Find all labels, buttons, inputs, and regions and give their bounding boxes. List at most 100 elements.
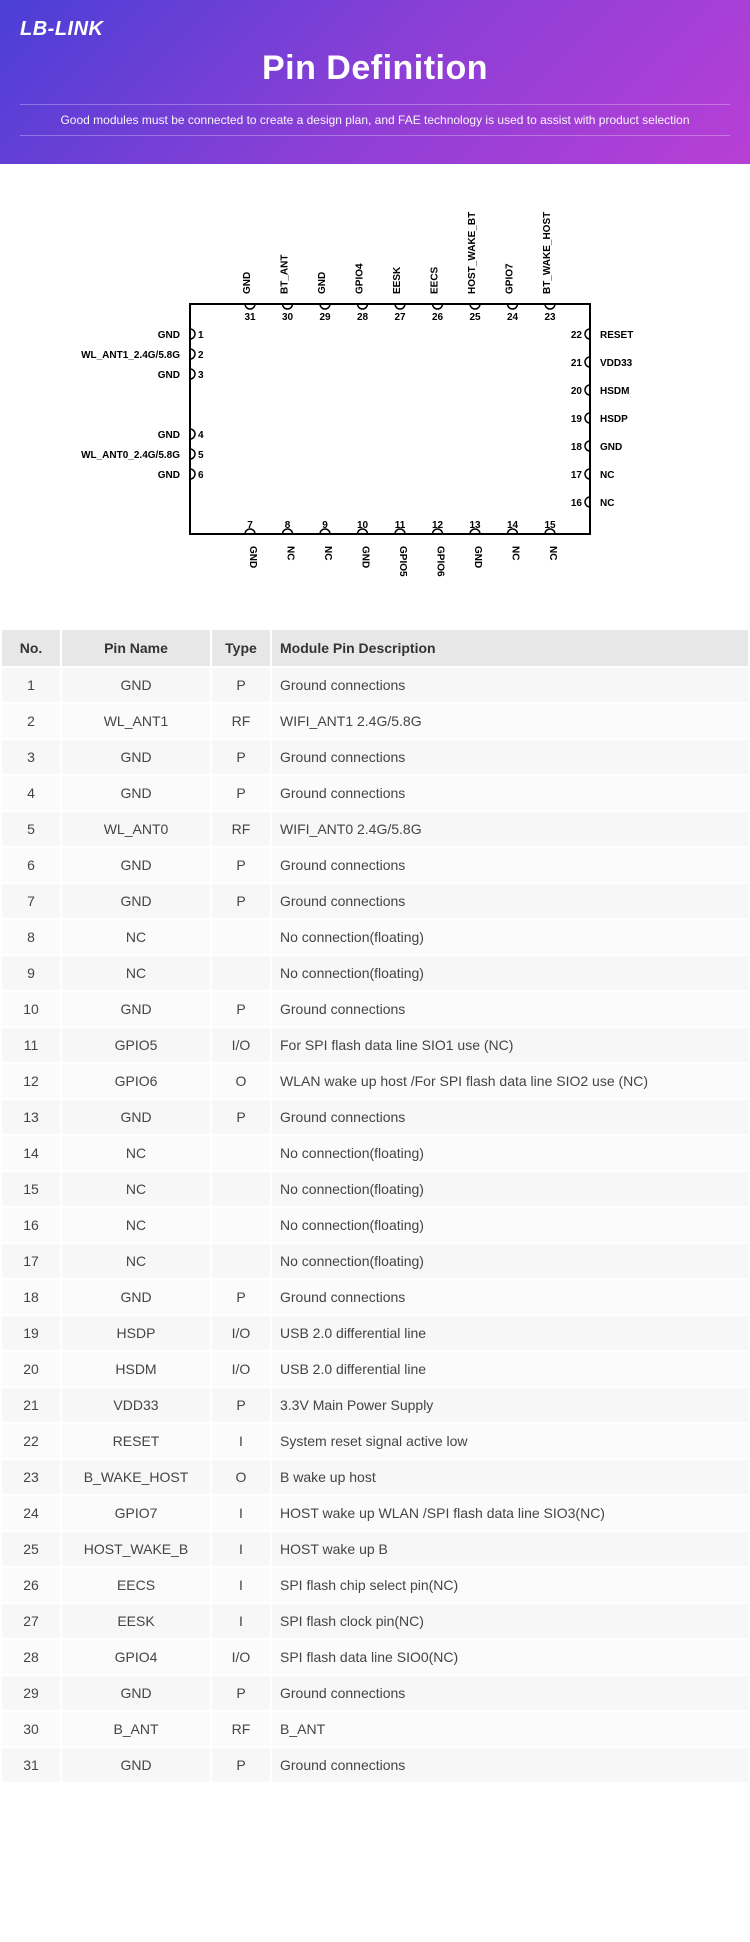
- svg-text:6: 6: [198, 470, 204, 481]
- table-row: 14NCNo connection(floating): [1, 1135, 749, 1171]
- cell-type: P: [211, 1099, 271, 1135]
- svg-text:25: 25: [469, 312, 481, 323]
- svg-text:18: 18: [571, 442, 583, 453]
- page-subtitle: Good modules must be connected to create…: [20, 104, 730, 136]
- svg-text:GND: GND: [472, 546, 483, 568]
- table-row: 30B_ANTRFB_ANT: [1, 1711, 749, 1747]
- cell-name: NC: [61, 1243, 211, 1279]
- table-row: 24GPIO7IHOST wake up WLAN /SPI flash dat…: [1, 1495, 749, 1531]
- cell-desc: WLAN wake up host /For SPI flash data li…: [271, 1063, 749, 1099]
- cell-no: 28: [1, 1639, 61, 1675]
- svg-text:GND: GND: [158, 330, 180, 341]
- table-row: 27EESKISPI flash clock pin(NC): [1, 1603, 749, 1639]
- cell-no: 20: [1, 1351, 61, 1387]
- svg-text:10: 10: [357, 520, 369, 531]
- cell-desc: Ground connections: [271, 991, 749, 1027]
- cell-desc: B wake up host: [271, 1459, 749, 1495]
- svg-text:NC: NC: [600, 470, 614, 481]
- svg-text:29: 29: [319, 312, 331, 323]
- cell-type: P: [211, 775, 271, 811]
- cell-desc: WIFI_ANT0 2.4G/5.8G: [271, 811, 749, 847]
- cell-no: 21: [1, 1387, 61, 1423]
- cell-desc: 3.3V Main Power Supply: [271, 1387, 749, 1423]
- cell-no: 10: [1, 991, 61, 1027]
- svg-text:HSDP: HSDP: [600, 414, 628, 425]
- cell-desc: Ground connections: [271, 667, 749, 703]
- cell-no: 4: [1, 775, 61, 811]
- cell-desc: For SPI flash data line SIO1 use (NC): [271, 1027, 749, 1063]
- table-row: 31GNDPGround connections: [1, 1747, 749, 1783]
- cell-desc: Ground connections: [271, 739, 749, 775]
- svg-text:GND: GND: [600, 442, 622, 453]
- cell-name: B_ANT: [61, 1711, 211, 1747]
- svg-text:RESET: RESET: [600, 330, 633, 341]
- table-row: 23B_WAKE_HOSTOB wake up host: [1, 1459, 749, 1495]
- cell-type: RF: [211, 1711, 271, 1747]
- table-row: 28GPIO4I/OSPI flash data line SIO0(NC): [1, 1639, 749, 1675]
- cell-type: I: [211, 1495, 271, 1531]
- col-desc-header: Module Pin Description: [271, 629, 749, 667]
- table-row: 20HSDMI/OUSB 2.0 differential line: [1, 1351, 749, 1387]
- cell-name: NC: [61, 955, 211, 991]
- table-row: 12GPIO6OWLAN wake up host /For SPI flash…: [1, 1063, 749, 1099]
- cell-no: 9: [1, 955, 61, 991]
- cell-name: NC: [61, 1171, 211, 1207]
- svg-text:GND: GND: [317, 272, 328, 294]
- svg-text:HOST_WAKE_BT: HOST_WAKE_BT: [467, 212, 478, 294]
- cell-type: P: [211, 739, 271, 775]
- table-row: 3GNDPGround connections: [1, 739, 749, 775]
- cell-desc: No connection(floating): [271, 1243, 749, 1279]
- cell-desc: HOST wake up WLAN /SPI flash data line S…: [271, 1495, 749, 1531]
- pin-definition-table: No. Pin Name Type Module Pin Description…: [0, 628, 750, 1784]
- svg-text:1: 1: [198, 330, 204, 341]
- table-header-row: No. Pin Name Type Module Pin Description: [1, 629, 749, 667]
- cell-type: O: [211, 1459, 271, 1495]
- svg-text:14: 14: [507, 520, 519, 531]
- cell-type: [211, 1243, 271, 1279]
- cell-type: [211, 919, 271, 955]
- cell-name: GND: [61, 1099, 211, 1135]
- cell-name: WL_ANT0: [61, 811, 211, 847]
- cell-no: 24: [1, 1495, 61, 1531]
- cell-no: 22: [1, 1423, 61, 1459]
- cell-no: 29: [1, 1675, 61, 1711]
- svg-text:3: 3: [198, 370, 204, 381]
- cell-name: GND: [61, 883, 211, 919]
- svg-text:WL_ANT0_2.4G/5.8G: WL_ANT0_2.4G/5.8G: [81, 450, 180, 461]
- cell-desc: Ground connections: [271, 1747, 749, 1783]
- svg-text:22: 22: [571, 330, 583, 341]
- cell-no: 14: [1, 1135, 61, 1171]
- col-no-header: No.: [1, 629, 61, 667]
- svg-text:5: 5: [198, 450, 204, 461]
- cell-desc: Ground connections: [271, 847, 749, 883]
- cell-name: B_WAKE_HOST: [61, 1459, 211, 1495]
- table-row: 7GNDPGround connections: [1, 883, 749, 919]
- cell-type: I/O: [211, 1351, 271, 1387]
- table-row: 9NCNo connection(floating): [1, 955, 749, 991]
- cell-type: P: [211, 667, 271, 703]
- table-row: 17NCNo connection(floating): [1, 1243, 749, 1279]
- cell-desc: Ground connections: [271, 1099, 749, 1135]
- cell-type: [211, 955, 271, 991]
- svg-text:VDD33: VDD33: [600, 358, 633, 369]
- svg-text:15: 15: [544, 520, 556, 531]
- cell-no: 6: [1, 847, 61, 883]
- cell-no: 19: [1, 1315, 61, 1351]
- col-type-header: Type: [211, 629, 271, 667]
- svg-text:23: 23: [544, 312, 556, 323]
- svg-text:GND: GND: [158, 470, 180, 481]
- cell-name: WL_ANT1: [61, 703, 211, 739]
- cell-desc: Ground connections: [271, 1675, 749, 1711]
- svg-text:GND: GND: [158, 430, 180, 441]
- svg-text:GND: GND: [158, 370, 180, 381]
- svg-text:NC: NC: [510, 546, 521, 560]
- table-row: 21VDD33P3.3V Main Power Supply: [1, 1387, 749, 1423]
- svg-text:GND: GND: [360, 546, 371, 568]
- pin-diagram: 1GND2WL_ANT1_2.4G/5.8G3GND4GND5WL_ANT0_2…: [10, 184, 740, 604]
- cell-name: GPIO5: [61, 1027, 211, 1063]
- svg-text:27: 27: [394, 312, 406, 323]
- svg-text:16: 16: [571, 498, 583, 509]
- svg-text:GND: GND: [247, 546, 258, 568]
- svg-text:BT_WAKE_HOST: BT_WAKE_HOST: [542, 212, 553, 294]
- cell-name: GND: [61, 1279, 211, 1315]
